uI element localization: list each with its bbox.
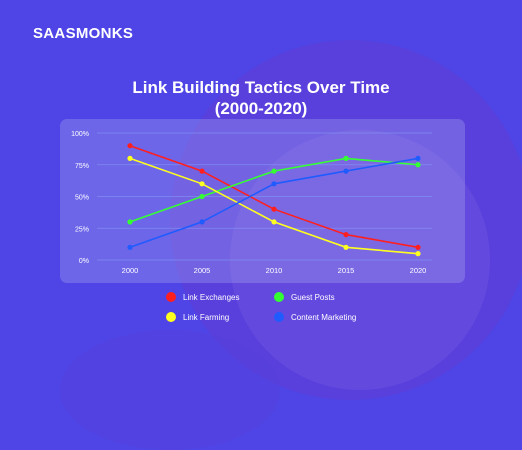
data-point-link-exchanges <box>343 232 349 238</box>
data-point-link-farming <box>343 244 349 250</box>
series-line-guest-posts <box>129 157 419 223</box>
data-point-guest-posts <box>415 162 421 168</box>
legend-label: Link Farming <box>183 312 230 322</box>
data-point-link-farming <box>415 251 421 257</box>
data-point-content-marketing <box>127 244 133 250</box>
x-tick-label: 2005 <box>194 266 211 275</box>
legend-swatch <box>274 312 284 322</box>
y-tick-label: 25% <box>75 226 89 233</box>
data-point-guest-posts <box>127 219 133 225</box>
data-point-link-farming <box>127 155 133 161</box>
y-tick-label: 0% <box>79 258 89 265</box>
data-point-guest-posts <box>199 193 205 200</box>
legend-swatch <box>166 292 176 302</box>
y-tick-label: 75% <box>75 163 89 170</box>
data-point-link-exchanges <box>127 143 133 149</box>
x-tick-label: 2010 <box>266 266 283 275</box>
legend-swatch <box>274 292 284 302</box>
data-point-link-farming <box>199 181 205 187</box>
legend-item-content-marketing: Content Marketing <box>274 312 356 322</box>
y-tick-label: 100% <box>71 131 89 138</box>
data-point-guest-posts <box>343 155 349 161</box>
chart-title: Link Building Tactics Over Time <box>132 78 390 97</box>
legend-item-link-exchanges: Link Exchanges <box>166 292 239 302</box>
x-tick-label: 2015 <box>338 266 355 275</box>
data-point-content-marketing <box>199 219 205 225</box>
line-chart: 100% 75% 50% 25% 0% 2000 2005 2010 2015 2020 <box>71 131 432 275</box>
data-point-link-exchanges <box>199 168 205 174</box>
saasmonks-logo: SAASMONKS <box>33 25 134 42</box>
data-point-guest-posts <box>271 168 277 174</box>
legend-label: Guest Posts <box>291 292 335 302</box>
data-point-link-exchanges <box>271 206 277 212</box>
data-point-link-exchanges <box>415 244 421 250</box>
legend-label: Content Marketing <box>291 312 357 322</box>
legend-label: Link Exchanges <box>183 292 240 302</box>
legend-swatch <box>166 312 176 322</box>
legend-item-link-farming: Link Farming <box>166 312 229 322</box>
data-point-content-marketing <box>415 155 421 161</box>
data-point-link-farming <box>271 219 277 225</box>
x-tick-label: 2000 <box>122 266 139 275</box>
y-tick-label: 50% <box>75 195 89 202</box>
data-point-content-marketing <box>343 168 349 174</box>
legend-item-guest-posts: Guest Posts <box>274 292 335 302</box>
data-point-content-marketing <box>271 181 277 187</box>
x-tick-label: 2020 <box>410 266 427 275</box>
chart-subtitle: (2000-2020) <box>214 99 308 118</box>
